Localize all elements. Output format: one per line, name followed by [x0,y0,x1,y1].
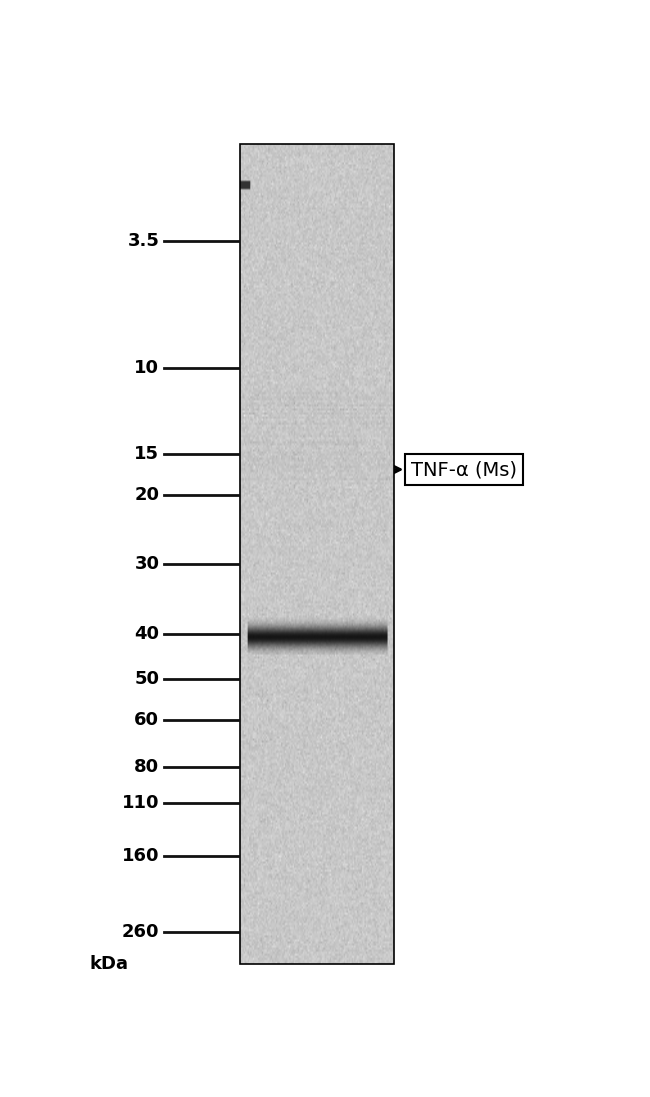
Text: 50: 50 [135,670,159,688]
Text: 30: 30 [135,555,159,573]
Text: TNF-α (Ms): TNF-α (Ms) [411,460,517,479]
Text: kDa: kDa [90,955,129,973]
Text: 3.5: 3.5 [127,233,159,250]
Text: 60: 60 [135,711,159,730]
Text: 260: 260 [122,924,159,941]
Text: 80: 80 [134,758,159,776]
Text: 40: 40 [135,625,159,643]
Text: 15: 15 [135,445,159,463]
Text: 10: 10 [135,359,159,377]
FancyBboxPatch shape [240,145,393,963]
Text: 20: 20 [135,486,159,504]
Text: 110: 110 [122,794,159,812]
Text: 160: 160 [122,847,159,866]
